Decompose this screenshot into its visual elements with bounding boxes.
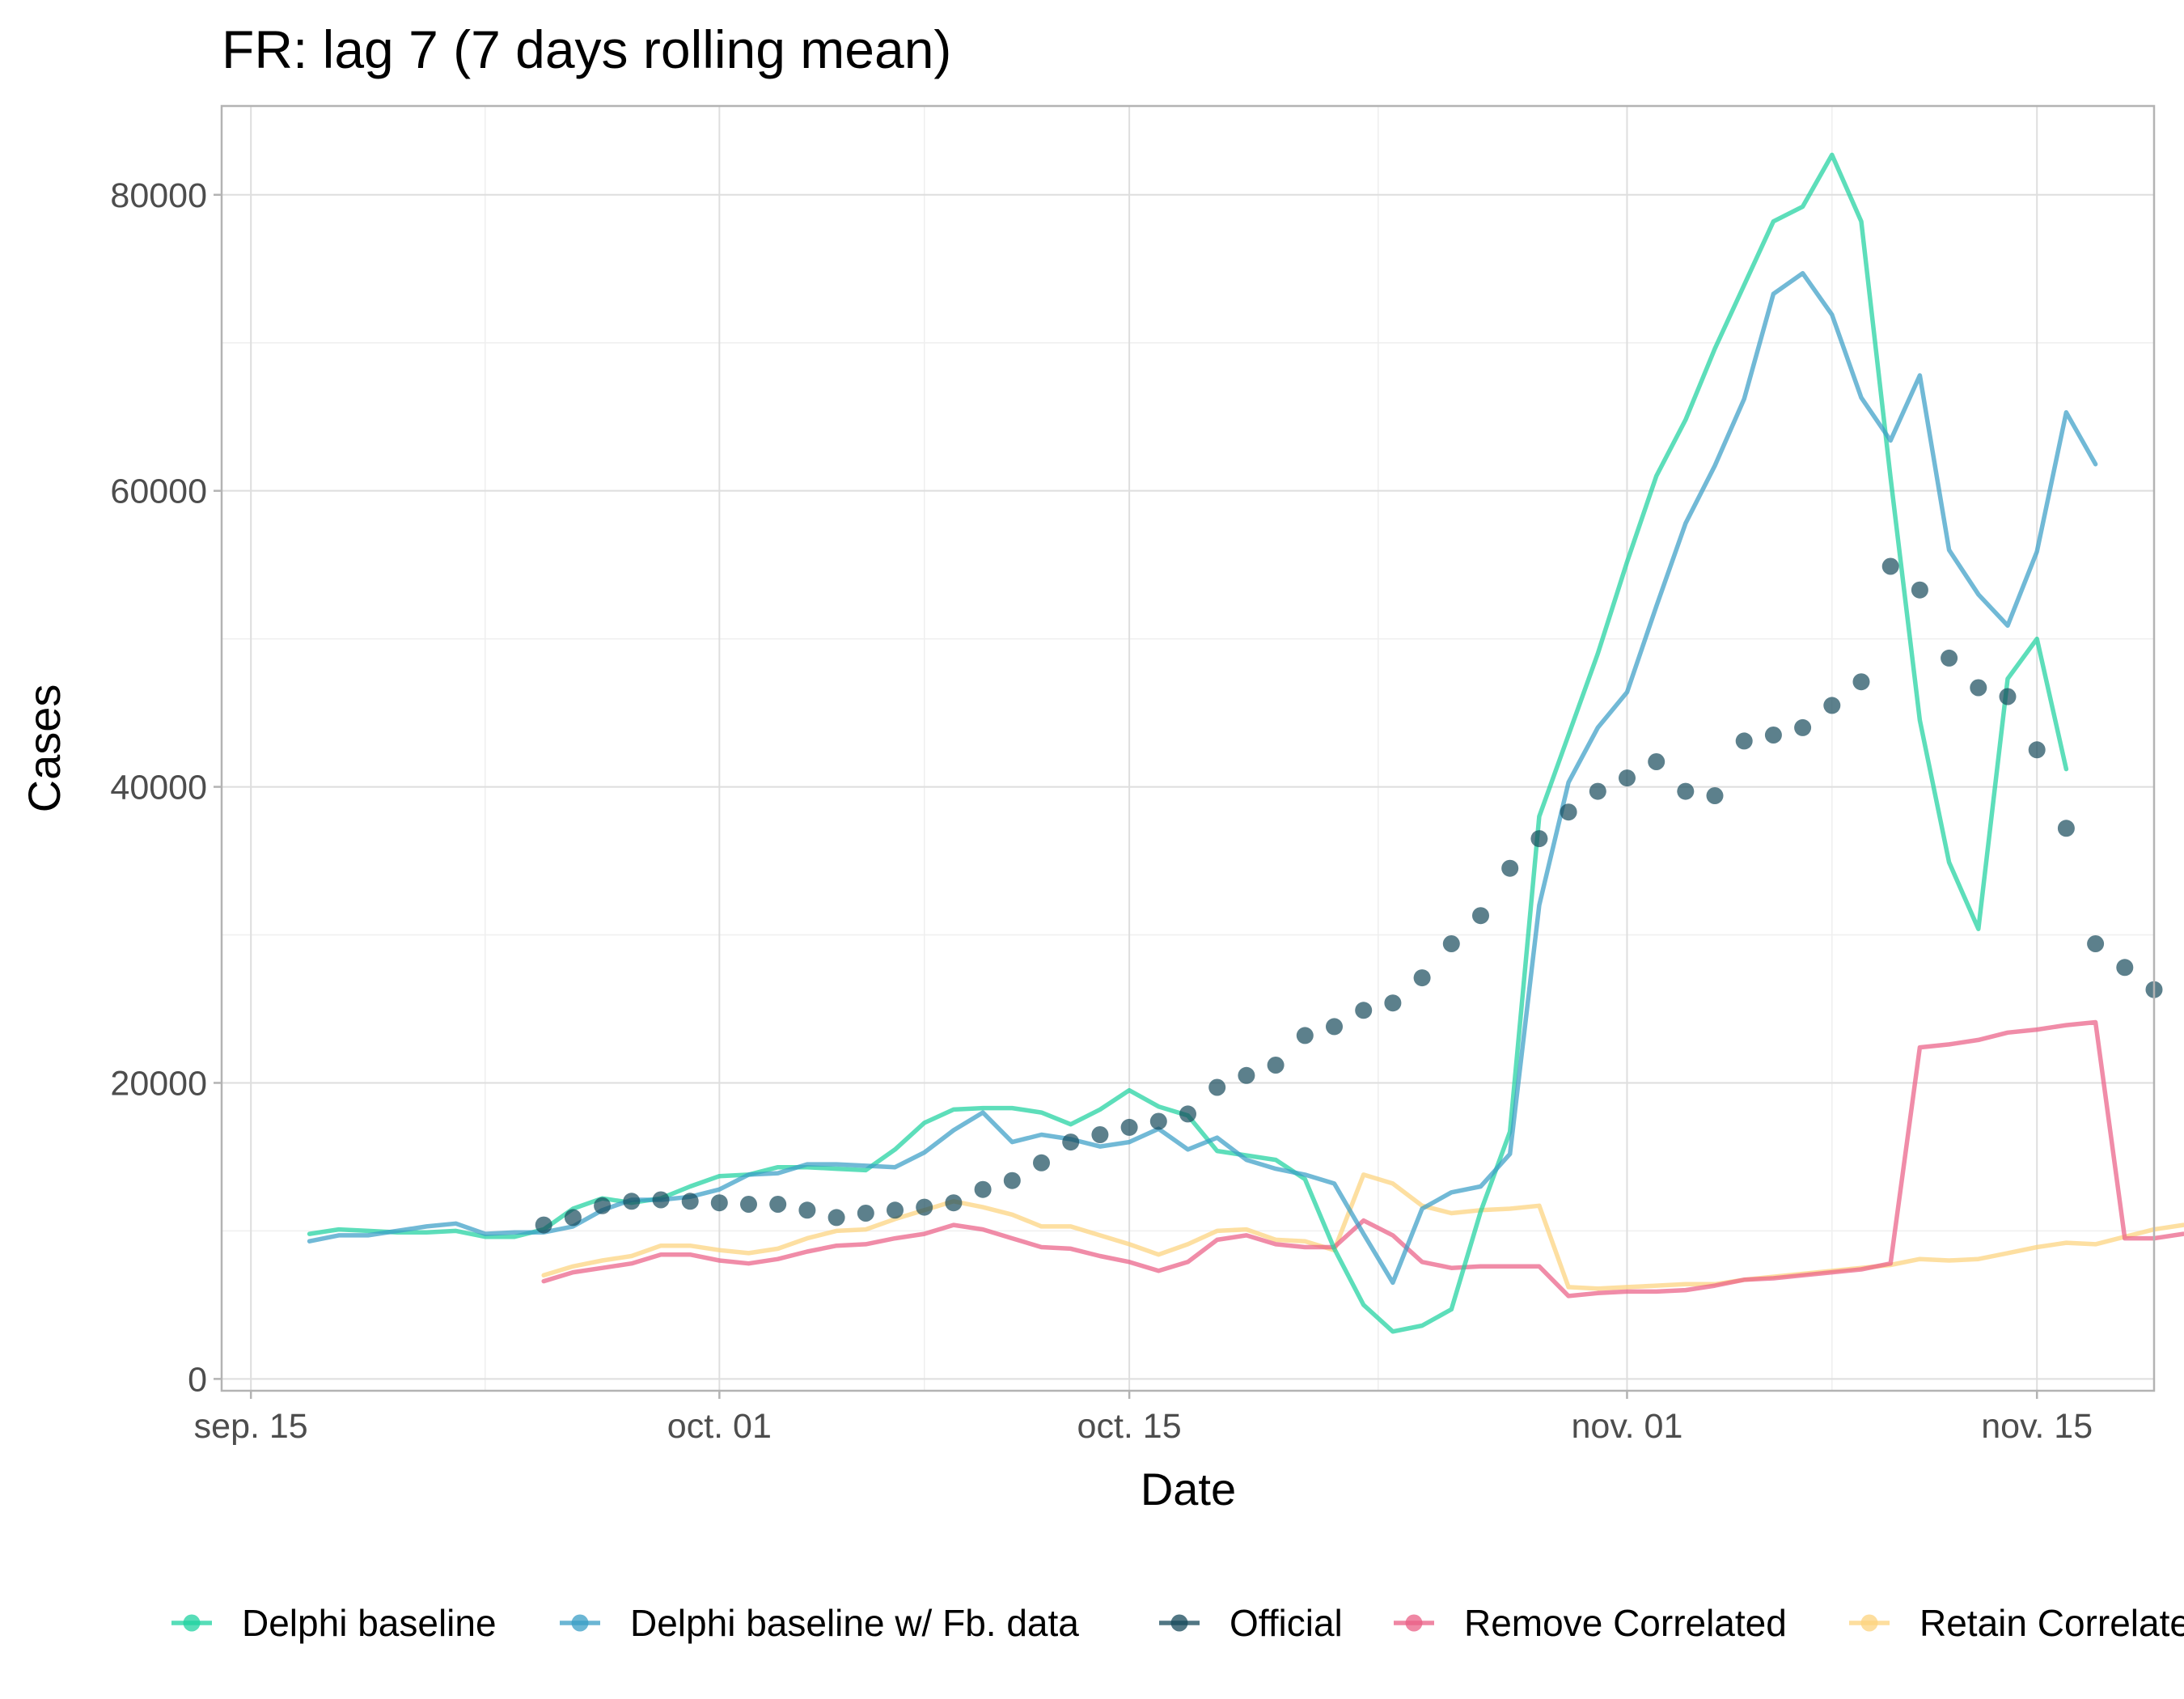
data-point: [1033, 1154, 1050, 1172]
data-point: [1179, 1105, 1196, 1123]
y-tick-label: 0: [188, 1360, 207, 1399]
legend-item-remove-correlated: Remove Correlated: [1394, 1602, 1787, 1644]
data-point: [1619, 769, 1636, 787]
data-point: [1764, 727, 1782, 744]
data-point: [1296, 1027, 1314, 1044]
x-tick-label: nov. 01: [1572, 1407, 1683, 1446]
x-tick-label: sep. 15: [194, 1407, 308, 1446]
legend: Delphi baseline Delphi baseline w/ Fb. da…: [171, 1602, 2184, 1644]
data-point: [769, 1196, 787, 1213]
x-tick-label: oct. 01: [667, 1407, 772, 1446]
data-point: [1062, 1133, 1080, 1151]
data-point: [1589, 782, 1606, 800]
data-point: [623, 1193, 641, 1210]
data-point: [1881, 557, 1899, 575]
data-point: [1120, 1118, 1138, 1136]
y-tick-label: 80000: [110, 176, 207, 215]
data-point: [1735, 732, 1753, 750]
data-point: [2057, 820, 2075, 837]
data-point: [1677, 782, 1695, 800]
data-point: [1941, 649, 1958, 667]
data-point: [2087, 935, 2105, 952]
x-tick-label: nov. 15: [1981, 1407, 2093, 1446]
legend-label: Remove Correlated: [1464, 1602, 1787, 1644]
data-point: [1091, 1126, 1109, 1143]
legend-key-point: [571, 1614, 589, 1632]
data-point: [945, 1194, 963, 1212]
y-tick-label: 40000: [110, 769, 207, 807]
data-point: [1794, 718, 1812, 736]
data-point: [1970, 679, 1987, 697]
data-point: [974, 1180, 992, 1198]
data-point: [827, 1209, 845, 1227]
data-point: [1442, 935, 1460, 952]
legend-label: Retain Correlated: [1919, 1602, 2184, 1644]
legend-item-official: Official: [1159, 1602, 1343, 1644]
data-point: [710, 1194, 728, 1212]
legend-key-point: [1405, 1614, 1423, 1632]
data-point: [1852, 673, 1870, 691]
grid-major: [222, 106, 2154, 1391]
legend-label: Delphi baseline w/ Fb. data: [630, 1602, 1079, 1644]
data-point: [2116, 959, 2134, 977]
data-point: [535, 1216, 552, 1234]
data-point: [594, 1197, 612, 1214]
data-point: [1384, 994, 1402, 1012]
data-point: [1326, 1018, 1343, 1036]
plot-panel: [220, 104, 2156, 1392]
data-point: [1999, 688, 2017, 705]
data-point: [1472, 907, 1489, 925]
x-axis-title: Date: [1141, 1464, 1236, 1515]
data-point: [1003, 1172, 1021, 1189]
y-axis: 0 20000 40000 60000 80000: [110, 176, 222, 1399]
legend-key-point: [183, 1614, 201, 1632]
data-point: [798, 1201, 816, 1219]
data-point: [1560, 803, 1577, 821]
legend-key-point: [1860, 1614, 1878, 1632]
data-point: [916, 1198, 933, 1216]
data-point: [1706, 787, 1724, 804]
x-axis: sep. 15 oct. 01 oct. 15 nov. 01 nov. 15: [194, 1391, 2093, 1446]
legend-item-retain-correlated: Retain Correlated: [1849, 1602, 2184, 1644]
data-point: [1355, 1002, 1373, 1019]
data-point: [1911, 581, 1928, 599]
legend-item-delphi-baseline: Delphi baseline: [171, 1602, 497, 1644]
series-line-retain-correlated: [541, 1172, 2184, 1291]
data-point: [652, 1191, 670, 1209]
legend-label: Official: [1230, 1602, 1343, 1644]
series-line-delphi-baseline: [307, 152, 2069, 1334]
data-point: [1238, 1066, 1255, 1084]
data-point: [857, 1205, 874, 1222]
data-point: [1823, 697, 1841, 714]
series-layer: [307, 152, 2184, 1334]
grid-minor: [222, 106, 2154, 1391]
data-point: [2028, 741, 2046, 759]
data-point: [1413, 969, 1431, 987]
legend-label: Delphi baseline: [242, 1602, 497, 1644]
legend-key-point: [1170, 1614, 1188, 1632]
chart-title: FR: lag 7 (7 days rolling mean): [222, 19, 951, 79]
series-line-remove-correlated: [541, 1019, 2184, 1299]
y-tick-label: 60000: [110, 472, 207, 511]
data-point: [1648, 753, 1666, 770]
data-point: [1208, 1078, 1226, 1096]
y-axis-title: Cases: [19, 684, 70, 813]
data-point: [1267, 1057, 1285, 1074]
data-point: [1149, 1112, 1167, 1130]
data-point: [1501, 859, 1519, 877]
y-tick-label: 20000: [110, 1064, 207, 1103]
data-point: [564, 1209, 582, 1227]
data-point: [681, 1193, 699, 1210]
data-point: [1530, 830, 1548, 848]
series-points-official: [535, 557, 2163, 1234]
legend-item-delphi-baseline-w-fb-data: Delphi baseline w/ Fb. data: [560, 1602, 1079, 1644]
x-tick-label: oct. 15: [1077, 1407, 1182, 1446]
data-point: [740, 1196, 757, 1213]
data-point: [887, 1201, 904, 1219]
